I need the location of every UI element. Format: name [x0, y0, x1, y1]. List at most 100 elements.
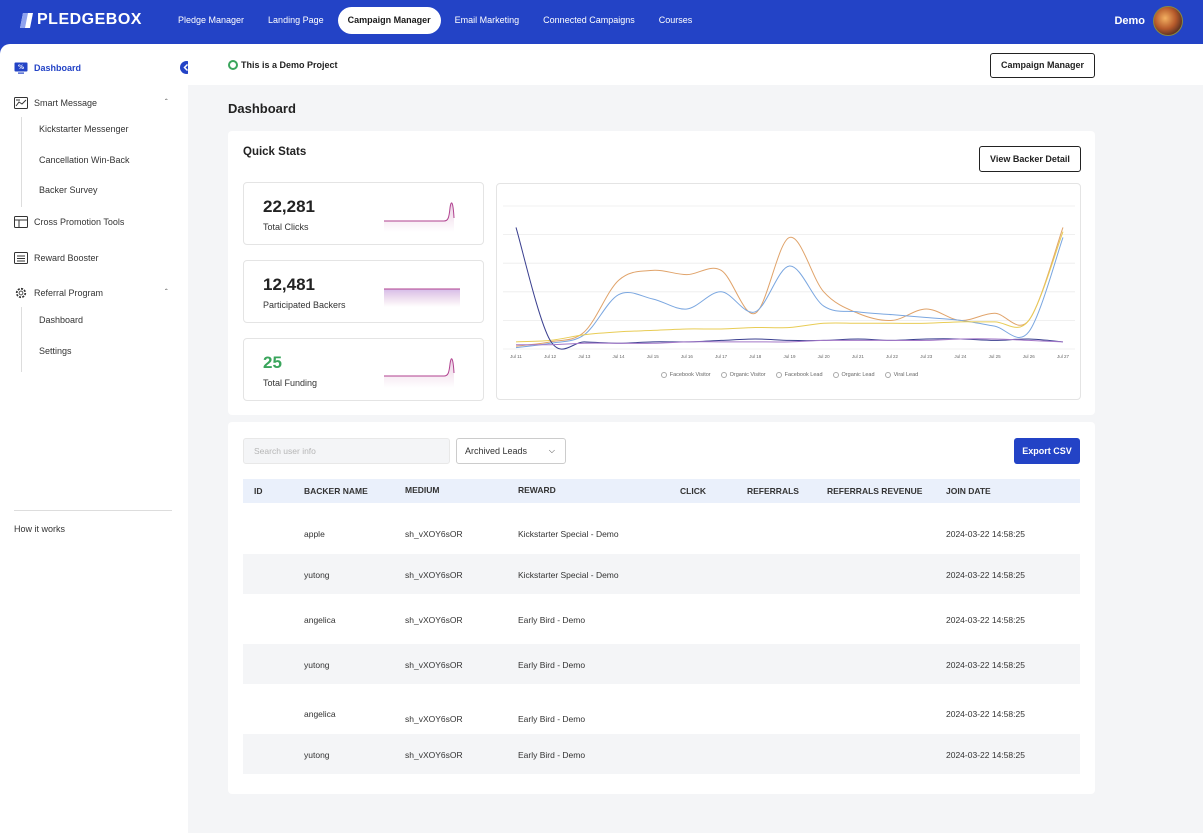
campaign-manager-button[interactable]: Campaign Manager: [990, 53, 1095, 78]
chevron-down-icon: ⌵: [548, 446, 555, 455]
series-line-viral-lead[interactable]: [515, 338, 1064, 346]
sidebar-item-label: Referral Program: [34, 288, 104, 298]
sidebar-sub-backer-survey[interactable]: Backer Survey: [39, 185, 98, 195]
nav-campaign-manager[interactable]: Campaign Manager: [337, 7, 441, 34]
brand-name: PLEDGEBOX: [37, 11, 142, 28]
nav-connected-campaigns[interactable]: Connected Campaigns: [543, 15, 635, 25]
legend-item[interactable]: Organic Lead: [832, 372, 875, 378]
x-tick-label: Jul 21: [852, 354, 865, 359]
nav-landing-page[interactable]: Landing Page: [268, 15, 324, 25]
sidebar-item-smart-message[interactable]: Smart Message: [14, 97, 97, 109]
brand-logo[interactable]: PLEDGEBOX: [20, 11, 142, 29]
cell-medium: sh_vXOY6sOR: [405, 529, 463, 539]
cell-join-date: 2024-03-22 14:58:25: [946, 570, 1025, 580]
sidebar-item-referral-program[interactable]: Referral Program: [14, 287, 103, 299]
stat-value: 25: [263, 353, 282, 372]
sidebar-sub-cancellation-win-back[interactable]: Cancellation Win-Back: [39, 155, 130, 165]
leads-table-card: Archived Leads ⌵ Export CSV ID BACKER NA…: [228, 422, 1095, 794]
stat-label: Total Funding: [263, 378, 318, 388]
line-chart: Jul 11 Jul 12 Jul 13 Jul 14 Jul 15 Jul 16 Jul …: [503, 205, 1075, 359]
nav-courses[interactable]: Courses: [658, 15, 693, 25]
main-nav: Pledge Manager Landing Page Campaign Man…: [168, 7, 706, 34]
cell-reward: Kickstarter Special - Demo: [518, 570, 619, 580]
cell-join-date: 2024-03-22 14:58:25: [946, 615, 1025, 625]
x-tick-label: Jul 16: [681, 354, 694, 359]
chevron-up-icon[interactable]: ˆ: [165, 288, 168, 297]
col-referrals[interactable]: REFERRALS: [747, 486, 799, 496]
col-referrals-revenue[interactable]: REFERRALS REVENUE: [827, 486, 923, 496]
sidebar-item-label: Cross Promotion Tools: [34, 217, 125, 227]
legend-label: Facebook Lead: [784, 372, 823, 378]
table-row[interactable]: yutong sh_vXOY6sOR Early Bird - Demo 2024-0…: [243, 644, 1080, 684]
legend-marker-icon: [660, 372, 667, 378]
x-tick-label: Jul 18: [749, 354, 762, 359]
user-menu[interactable]: Demo: [1114, 6, 1183, 36]
sidebar-sub-kickstarter-messenger[interactable]: Kickstarter Messenger: [39, 124, 129, 134]
sidebar-sub-referral-settings[interactable]: Settings: [39, 346, 72, 356]
cell-backer-name: yutong: [304, 750, 330, 760]
search-input[interactable]: [243, 438, 450, 464]
legend-item[interactable]: Viral Lead: [884, 372, 918, 378]
stat-total-clicks: 22,281 Total Clicks: [243, 182, 484, 245]
col-id[interactable]: ID: [254, 486, 263, 496]
legend-marker-icon: [884, 372, 891, 378]
sidebar-item-cross-promotion[interactable]: Cross Promotion Tools: [14, 216, 124, 228]
leads-filter-select[interactable]: Archived Leads ⌵: [456, 438, 566, 464]
stat-total-funding: 25 Total Funding: [243, 338, 484, 401]
table-row[interactable]: angelica sh_vXOY6sOR Early Bird - Demo 2024…: [243, 599, 1080, 639]
cell-backer-name: apple: [304, 529, 325, 539]
col-reward[interactable]: REWARD: [518, 485, 556, 495]
sparkline-clicks: [384, 202, 455, 232]
main-content: This is a Demo Project Campaign Manager …: [188, 44, 1203, 833]
chevron-left-icon: [183, 63, 189, 72]
sidebar-item-dashboard[interactable]: % Dashboard: [14, 62, 81, 74]
chart-legend: Facebook Visitor Organic Visitor Faceboo…: [497, 372, 1082, 378]
series-line-facebook-lead[interactable]: [515, 231, 1064, 343]
cell-medium: sh_vXOY6sOR: [405, 714, 463, 724]
legend-label: Organic Lead: [841, 372, 875, 378]
sidebar-divider: [14, 510, 172, 511]
cell-join-date: 2024-03-22 14:58:25: [946, 660, 1025, 670]
chevron-up-icon[interactable]: ˆ: [165, 98, 168, 107]
legend-marker-icon: [832, 372, 839, 378]
view-backer-detail-button[interactable]: View Backer Detail: [979, 146, 1081, 172]
nav-email-marketing[interactable]: Email Marketing: [454, 15, 520, 25]
series-line-organic-lead[interactable]: [515, 227, 1064, 350]
series-line-organic-visitor[interactable]: [515, 237, 1064, 349]
quick-stats-card: Quick Stats View Backer Detail 22,281 To…: [228, 131, 1095, 415]
sidebar-sub-referral-dashboard[interactable]: Dashboard: [39, 315, 84, 325]
nav-pledge-manager[interactable]: Pledge Manager: [178, 15, 245, 25]
col-join-date[interactable]: JOIN DATE: [946, 486, 991, 496]
legend-item[interactable]: Organic Visitor: [720, 372, 766, 378]
cell-join-date: 2024-03-22 14:58:25: [946, 750, 1025, 760]
stat-participated-backers: 12,481 Participated Backers: [243, 260, 484, 323]
x-tick-label: Jul 19: [783, 354, 796, 359]
page-title: Dashboard: [228, 101, 296, 116]
status-dot-icon: [228, 60, 238, 70]
x-tick-label: Jul 17: [715, 354, 728, 359]
table-row[interactable]: angelica sh_vXOY6sOR Early Bird - Demo 2024…: [243, 689, 1080, 729]
legend-label: Facebook Visitor: [669, 372, 711, 378]
demo-project-notice: This is a Demo Project: [228, 60, 338, 70]
x-tick-label: Jul 26: [1023, 354, 1036, 359]
table-row[interactable]: apple sh_vXOY6sOR Kickstarter Special - De…: [243, 509, 1080, 549]
col-medium[interactable]: MEDIUM: [405, 485, 440, 495]
x-tick-label: Jul 27: [1057, 354, 1070, 359]
legend-item[interactable]: Facebook Lead: [775, 372, 823, 378]
legend-item[interactable]: Facebook Visitor: [660, 372, 711, 378]
table-row[interactable]: yutong sh_vXOY6sOR Early Bird - Demo 2024-0…: [243, 734, 1080, 774]
cell-reward: Early Bird - Demo: [518, 660, 586, 670]
dashboard-icon: %: [14, 62, 28, 74]
avatar[interactable]: [1153, 6, 1183, 36]
export-csv-button[interactable]: Export CSV: [1014, 438, 1080, 464]
sidebar-item-reward-booster[interactable]: Reward Booster: [14, 252, 99, 264]
col-backer-name[interactable]: BACKER NAME: [304, 486, 368, 496]
stat-label: Total Clicks: [263, 222, 309, 232]
table-row[interactable]: yutong sh_vXOY6sOR Kickstarter Special - D…: [243, 554, 1080, 594]
series-line-facebook-visitor[interactable]: [515, 227, 1064, 347]
col-click[interactable]: CLICK: [680, 486, 706, 496]
cell-reward: Early Bird - Demo: [518, 750, 586, 760]
how-it-works-link[interactable]: How it works: [14, 524, 66, 534]
layout-icon: [14, 216, 28, 228]
x-tick-label: Jul 23: [920, 354, 933, 359]
